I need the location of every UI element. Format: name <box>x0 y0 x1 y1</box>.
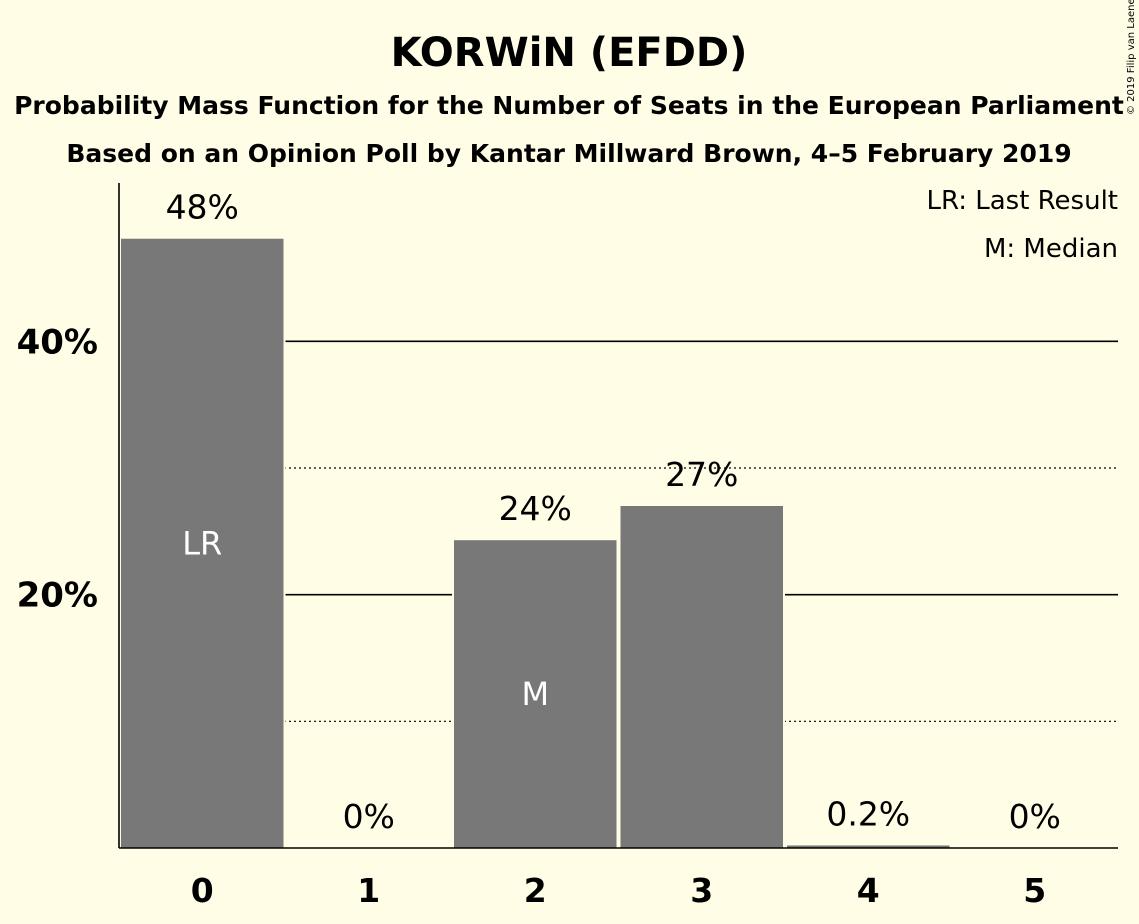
x-tick-label: 0 <box>191 871 214 910</box>
bar <box>121 238 284 848</box>
x-tick-label: 3 <box>690 871 713 910</box>
bar <box>620 506 783 848</box>
copyright: © 2019 Filip van Laenen <box>1126 0 1137 115</box>
y-tick-label: 20% <box>17 576 98 616</box>
data-label: 0% <box>343 797 395 836</box>
data-label: 48% <box>166 188 239 227</box>
data-label: 27% <box>665 455 738 494</box>
chart-subtitle-2: Based on an Opinion Poll by Kantar Millw… <box>66 139 1071 168</box>
x-tick-label: 1 <box>357 871 380 910</box>
bar <box>454 540 617 848</box>
legend-last-result: LR: Last Result <box>926 186 1118 216</box>
y-tick-label: 40% <box>17 322 98 362</box>
x-tick-label: 4 <box>857 871 880 910</box>
data-label: 0% <box>1009 797 1061 836</box>
x-tick-label: 5 <box>1023 871 1046 910</box>
legend-median: M: Median <box>984 234 1118 264</box>
data-label: 0.2% <box>826 794 910 833</box>
bar <box>787 845 950 848</box>
chart-subtitle: Probability Mass Function for the Number… <box>14 91 1124 120</box>
bar-marker-label: M <box>521 675 549 713</box>
chart-title: KORWiN (EFDD) <box>391 30 748 76</box>
data-label: 24% <box>499 489 572 528</box>
x-tick-label: 2 <box>524 871 547 910</box>
bar-marker-label: LR <box>182 524 222 562</box>
